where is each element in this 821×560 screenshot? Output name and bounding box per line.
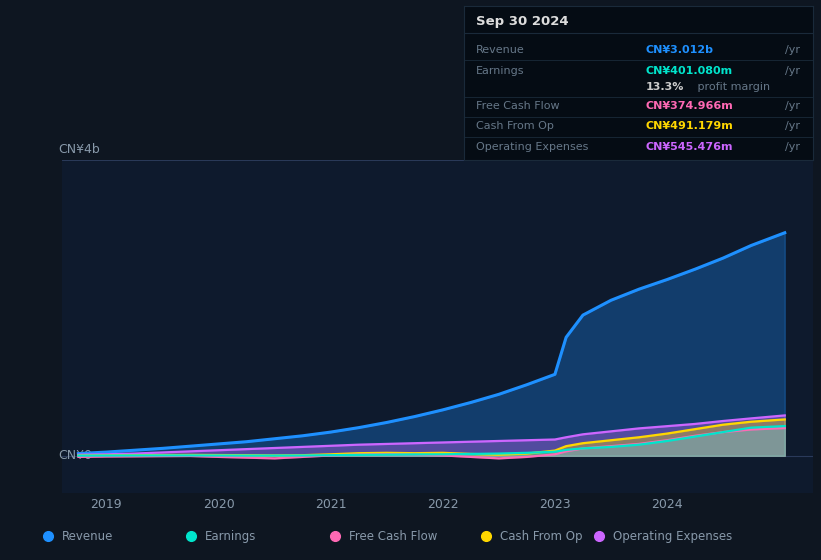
Text: /yr: /yr <box>785 45 800 55</box>
Text: Operating Expenses: Operating Expenses <box>613 530 732 543</box>
Text: /yr: /yr <box>785 101 800 111</box>
Text: profit margin: profit margin <box>695 82 770 92</box>
Text: -CN¥500m: -CN¥500m <box>57 518 125 531</box>
Text: Free Cash Flow: Free Cash Flow <box>349 530 437 543</box>
Text: CN¥491.179m: CN¥491.179m <box>645 122 733 132</box>
Text: Cash From Op: Cash From Op <box>500 530 582 543</box>
Text: CN¥545.476m: CN¥545.476m <box>645 142 733 152</box>
Text: CN¥0: CN¥0 <box>57 449 92 462</box>
Text: Operating Expenses: Operating Expenses <box>476 142 589 152</box>
Text: Cash From Op: Cash From Op <box>476 122 554 132</box>
Text: CN¥374.966m: CN¥374.966m <box>645 101 733 111</box>
Text: CN¥3.012b: CN¥3.012b <box>645 45 713 55</box>
Text: Free Cash Flow: Free Cash Flow <box>476 101 560 111</box>
Text: 13.3%: 13.3% <box>645 82 684 92</box>
Text: Earnings: Earnings <box>476 66 525 76</box>
Text: /yr: /yr <box>785 122 800 132</box>
Text: /yr: /yr <box>785 66 800 76</box>
Text: Sep 30 2024: Sep 30 2024 <box>476 15 569 28</box>
Text: Earnings: Earnings <box>205 530 256 543</box>
Text: Revenue: Revenue <box>62 530 113 543</box>
Text: CN¥401.080m: CN¥401.080m <box>645 66 732 76</box>
Text: /yr: /yr <box>785 142 800 152</box>
Text: CN¥4b: CN¥4b <box>57 143 99 156</box>
Text: Revenue: Revenue <box>476 45 525 55</box>
